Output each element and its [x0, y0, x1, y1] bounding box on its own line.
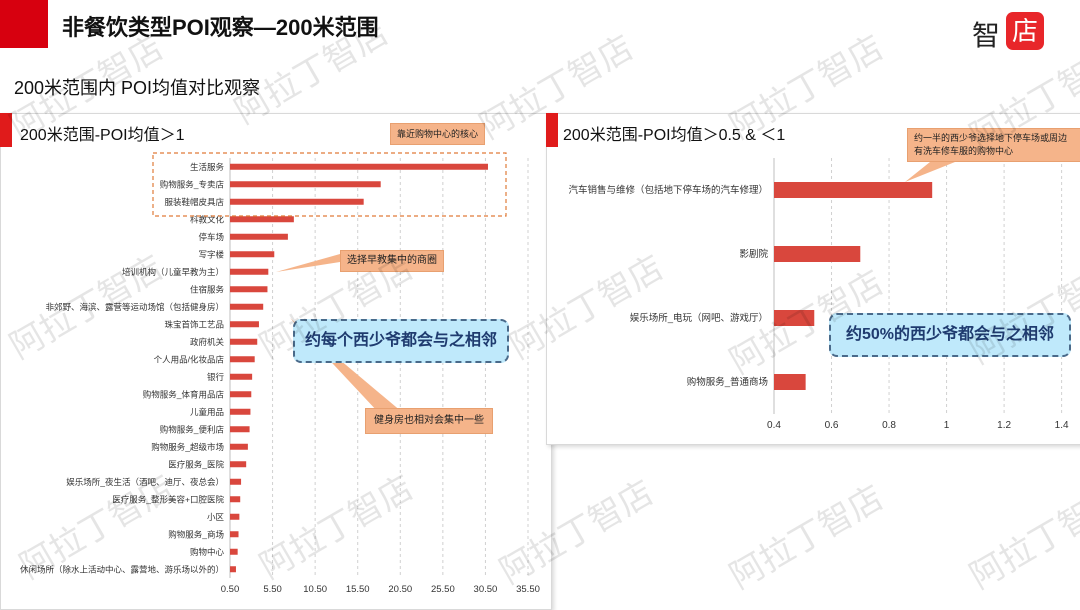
callout-top-left: 靠近购物中心的核心	[390, 123, 486, 145]
category-label: 服装鞋帽皮具店	[164, 197, 224, 207]
bar	[230, 356, 255, 363]
category-label: 汽车销售与维修（包括地下停车场的汽车修理）	[568, 184, 768, 196]
callout-pointer-mid	[276, 254, 340, 272]
bar	[230, 198, 364, 205]
category-label: 影剧院	[739, 248, 768, 260]
bar	[230, 321, 259, 328]
category-label: 购物服务_普通商场	[687, 376, 768, 388]
category-label: 个人用品/化妆品店	[154, 354, 225, 364]
highlight-note-left: 约每个西少爷都会与之相邻	[293, 319, 509, 363]
bar	[230, 443, 248, 450]
bar	[230, 303, 264, 310]
x-tick-label: 0.6	[825, 420, 839, 431]
bar	[230, 163, 488, 170]
highlight-dashed-box	[152, 152, 507, 217]
x-tick-label: 35.50	[516, 584, 540, 595]
category-label: 小区	[207, 512, 225, 522]
right-chart-panel	[546, 113, 1080, 445]
category-label: 银行	[207, 372, 225, 382]
category-label: 医疗服务_医院	[168, 459, 224, 469]
x-tick-label: 15.50	[346, 584, 370, 595]
category-label: 购物服务_便利店	[160, 424, 225, 434]
bar	[230, 216, 294, 223]
x-tick-label: 0.50	[221, 584, 240, 595]
bar	[230, 426, 250, 433]
bar	[774, 310, 815, 326]
x-tick-label: 1.2	[997, 420, 1011, 431]
category-label: 生活服务	[190, 162, 225, 172]
slide-subtitle: 200米范围内 POI均值对比观察	[14, 78, 261, 98]
callout-pointer-right	[905, 162, 955, 182]
left-panel-title: 200米范围-POI均值＞1	[20, 127, 185, 144]
category-label: 购物服务_商场	[168, 529, 224, 539]
category-label: 娱乐场所_夜生活（酒吧、迪厅、夜总会）	[66, 477, 224, 487]
bar	[230, 181, 381, 188]
category-label: 写字楼	[198, 249, 224, 259]
bar	[230, 286, 268, 293]
category-label: 医疗服务_整形美容+口腔医院	[112, 494, 224, 504]
callout-bottom-left: 健身房也相对会集中一些	[365, 408, 493, 434]
category-label: 住宿服务	[190, 284, 225, 294]
category-label: 购物服务_超级市场	[151, 442, 224, 452]
bar	[230, 373, 253, 380]
bar	[774, 246, 861, 262]
bar	[230, 478, 242, 485]
category-label: 培训机构（儿童早教为主）	[122, 267, 224, 277]
logo-text: 智	[972, 20, 1001, 51]
x-tick-label: 20.50	[388, 584, 412, 595]
right-panel-accent	[546, 113, 558, 147]
bar	[774, 182, 933, 198]
bar	[230, 338, 258, 345]
x-tick-label: 0.4	[767, 420, 781, 431]
category-label: 购物中心	[190, 547, 225, 557]
bar	[230, 513, 240, 520]
highlight-note-right: 约50%的西少爷都会与之相邻	[829, 313, 1071, 357]
bar	[230, 461, 247, 468]
x-tick-label: 5.50	[263, 584, 282, 595]
category-label: 休闲场所（除水上活动中心、露营地、游乐场以外的）	[20, 564, 224, 574]
bar	[230, 391, 252, 398]
bar	[230, 548, 238, 555]
x-tick-label: 30.50	[474, 584, 498, 595]
logo-badge: 店	[1006, 12, 1044, 50]
title-accent-bar	[0, 0, 48, 48]
category-label: 停车场	[198, 232, 224, 242]
category-label: 政府机关	[190, 337, 225, 347]
x-tick-label: 1.4	[1055, 420, 1069, 431]
bar	[230, 251, 275, 258]
bar	[774, 374, 806, 390]
callout-mid-left: 选择早教集中的商圈	[340, 250, 444, 272]
category-label: 非郊野、海滨、露营等运动场馆（包括健身房）	[45, 302, 224, 312]
category-label: 娱乐场所_电玩（网吧、游戏厅）	[630, 312, 768, 324]
right-panel-title: 200米范围-POI均值＞0.5 & ＜1	[563, 127, 786, 144]
bar	[230, 268, 269, 275]
bar	[230, 408, 251, 415]
x-tick-label: 10.50	[303, 584, 327, 595]
callout-top-right: 约一半的西少爷选择地下停车场或周边有洗车修车服的购物中心	[907, 128, 1080, 162]
bar	[230, 233, 288, 240]
bar	[230, 531, 239, 538]
category-label: 购物服务_体育用品店	[143, 389, 225, 399]
x-tick-label: 1	[944, 420, 950, 431]
x-tick-label: 25.50	[431, 584, 455, 595]
category-label: 科教文化	[190, 214, 225, 224]
category-label: 儿童用品	[190, 407, 224, 417]
slide-title: 非餐饮类型POI观察—200米范围	[62, 15, 379, 40]
left-panel-accent	[0, 113, 12, 147]
bar	[230, 496, 241, 503]
category-label: 珠宝首饰工艺品	[164, 319, 224, 329]
left-bar-chart: 0.50 5.50 10.50 15.50 20.50 25.50 30.50 35.50 生活…	[20, 158, 540, 595]
bar	[230, 566, 236, 573]
right-bar-chart: 0.4 0.6 0.8 1 1.2 1.4 汽车销售与维修（包括地下停车场的汽车修理） 影剧院…	[568, 158, 1069, 431]
x-tick-label: 0.8	[882, 420, 896, 431]
category-label: 购物服务_专卖店	[160, 179, 225, 189]
